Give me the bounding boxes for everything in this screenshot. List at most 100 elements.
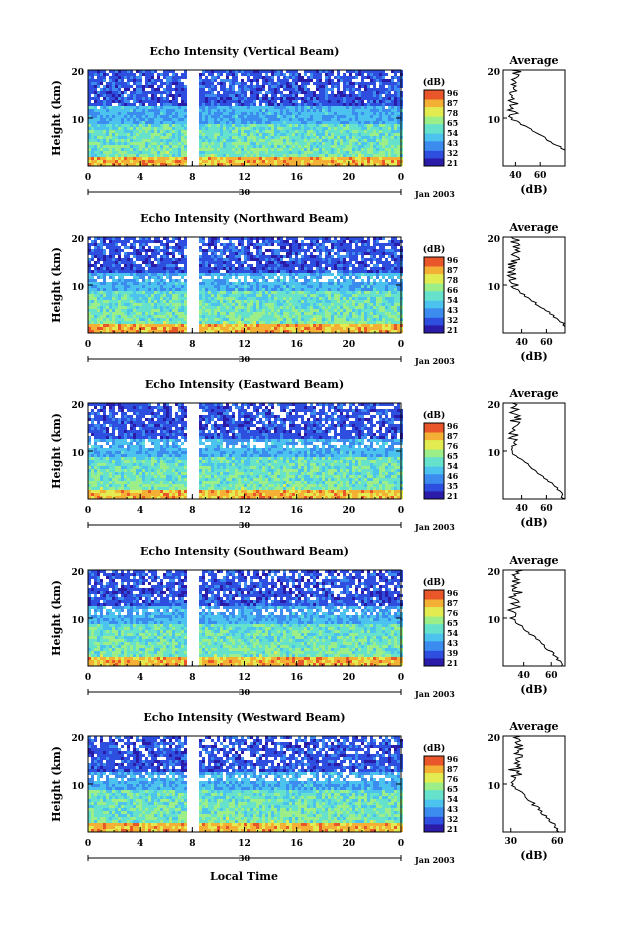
heatmap-cell (355, 243, 358, 246)
heatmap-cell (103, 130, 106, 133)
heatmap-cell (142, 142, 145, 145)
heatmap-cell (361, 255, 364, 258)
heatmap-cell (331, 297, 334, 300)
heatmap-cell (391, 270, 394, 273)
heatmap-cell (154, 255, 157, 258)
heatmap-cell (364, 252, 367, 255)
heatmap-cell (304, 139, 307, 142)
heatmap-cell (166, 124, 169, 127)
heatmap-cell (397, 145, 400, 148)
heatmap-cell (163, 127, 166, 130)
heatmap-cell (91, 148, 94, 151)
heatmap-cell (328, 76, 331, 79)
heatmap-cell (226, 130, 229, 133)
heatmap-cell (286, 112, 289, 115)
heatmap-cell (91, 103, 94, 106)
heatmap-cell (112, 136, 115, 139)
heatmap-cell (349, 112, 352, 115)
heatmap-cell (250, 103, 253, 106)
heatmap-cell (283, 136, 286, 139)
heatmap-cell (217, 103, 220, 106)
heatmap-cell (163, 136, 166, 139)
heatmap-cell (250, 73, 253, 76)
heatmap-cell (163, 291, 166, 294)
heatmap-cell (274, 261, 277, 264)
heatmap-cell (157, 145, 160, 148)
heatmap-cell (241, 246, 244, 249)
heatmap-cell (172, 297, 175, 300)
y-tick-label: 10 (71, 116, 84, 126)
heatmap-cell (235, 82, 238, 85)
heatmap-cell (184, 112, 187, 115)
heatmap-cell (244, 249, 247, 252)
heatmap-cell (235, 276, 238, 279)
heatmap-cell (241, 115, 244, 118)
heatmap-cell (226, 139, 229, 142)
heatmap-cell (184, 106, 187, 109)
heatmap-cell (331, 243, 334, 246)
heatmap-cell (250, 291, 253, 294)
heatmap-cell (127, 240, 130, 243)
heatmap-cell (202, 264, 205, 267)
heatmap-cell (238, 151, 241, 154)
heatmap-cell (109, 103, 112, 106)
heatmap-cell (262, 133, 265, 136)
heatmap-cell (151, 130, 154, 133)
heatmap-cell (139, 240, 142, 243)
heatmap-cell (145, 85, 148, 88)
heatmap-cell (349, 294, 352, 297)
heatmap-cell (364, 106, 367, 109)
heatmap-cell (319, 112, 322, 115)
heatmap-cell (184, 94, 187, 97)
heatmap-cell (307, 124, 310, 127)
heatmap-cell (313, 106, 316, 109)
heatmap-cell (178, 103, 181, 106)
heatmap-cell (220, 103, 223, 106)
heatmap-cell (283, 151, 286, 154)
heatmap-cell (115, 246, 118, 249)
heatmap-cell (307, 145, 310, 148)
heatmap-cell (301, 273, 304, 276)
heatmap-cell (178, 121, 181, 124)
heatmap-cell (283, 240, 286, 243)
heatmap-cell (349, 136, 352, 139)
heatmap-cell (142, 91, 145, 94)
heatmap-cell (322, 106, 325, 109)
heatmap-cell (205, 94, 208, 97)
heatmap-cell (310, 76, 313, 79)
heatmap-cell (253, 157, 256, 160)
heatmap-cell (160, 291, 163, 294)
heatmap-cell (103, 121, 106, 124)
heatmap-cell (208, 73, 211, 76)
heatmap-cell (298, 243, 301, 246)
heatmap-cell (121, 243, 124, 246)
heatmap-cell (340, 273, 343, 276)
heatmap-cell (304, 91, 307, 94)
heatmap-cell (94, 88, 97, 91)
heatmap-cell (127, 270, 130, 273)
heatmap-cell (94, 154, 97, 157)
heatmap-cell (337, 103, 340, 106)
heatmap-cell (304, 276, 307, 279)
heatmap-cell (295, 130, 298, 133)
heatmap-cell (358, 273, 361, 276)
heatmap-cell (391, 88, 394, 91)
heatmap-cell (274, 106, 277, 109)
heatmap-cell (205, 118, 208, 121)
heatmap-cell (256, 258, 259, 261)
heatmap-cell (292, 258, 295, 261)
heatmap-cell (325, 124, 328, 127)
heatmap-cell (337, 255, 340, 258)
heatmap-cell (313, 148, 316, 151)
heatmap-cell (286, 97, 289, 100)
heatmap-cell (226, 160, 229, 163)
heatmap-cell (295, 94, 298, 97)
heatmap-cell (316, 243, 319, 246)
heatmap-cell (94, 118, 97, 121)
heatmap-cell (331, 115, 334, 118)
heatmap-cell (208, 258, 211, 261)
heatmap-cell (307, 157, 310, 160)
heatmap-cell (361, 124, 364, 127)
heatmap-cell (106, 264, 109, 267)
heatmap-cell (160, 109, 163, 112)
